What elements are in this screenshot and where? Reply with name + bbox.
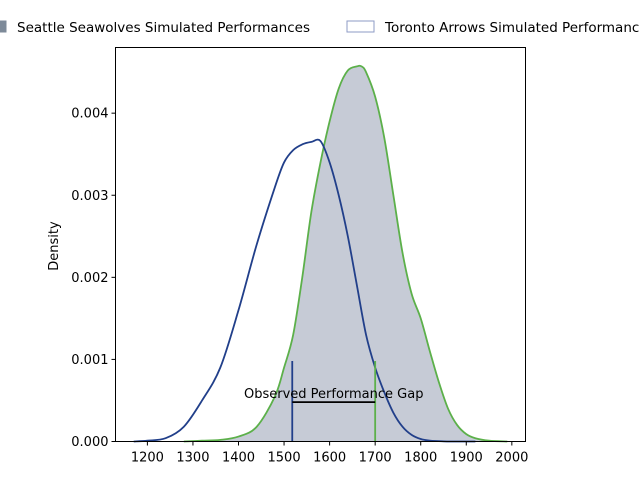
y-tick-label: 0.000 <box>71 435 108 450</box>
legend-label-toronto: Toronto Arrows Simulated Performances <box>384 20 640 36</box>
x-tick-label: 2000 <box>495 451 528 466</box>
annotation-1: Observed Performance Gap <box>244 387 423 402</box>
x-tick-label: 1800 <box>404 451 437 466</box>
toronto-density-line <box>133 138 476 443</box>
x-tick-label: 1300 <box>176 451 209 466</box>
legend-label-seattle: Seattle Seawolves Simulated Performances <box>17 20 310 36</box>
y-tick-label: 0.001 <box>71 353 108 368</box>
observed-markers <box>291 361 377 442</box>
x-tick-label: 1700 <box>359 451 392 466</box>
y-tick-label: 0.003 <box>71 189 108 204</box>
seattle-density-fill <box>183 65 508 442</box>
annotations: Observed Performance Gap <box>244 387 423 402</box>
plot-area: Observed Performance Gap <box>133 64 508 443</box>
x-tick-label: 1200 <box>131 451 164 466</box>
y-axis-label: Density <box>47 221 62 271</box>
legend-swatch-seattle <box>0 20 7 33</box>
seattle-density-line <box>183 64 508 443</box>
y-tick-label: 0.004 <box>71 107 108 122</box>
legend: Seattle Seawolves Simulated Performances… <box>0 20 640 36</box>
axes-frame <box>115 47 526 442</box>
x-tick-label: 1900 <box>450 451 483 466</box>
x-tick-label: 1600 <box>313 451 346 466</box>
x-tick-label: 1500 <box>268 451 301 466</box>
x-axis: 1200 1300 1400 1500 1600 1700 1800 1900 2000 <box>131 441 528 466</box>
y-tick-label: 0.002 <box>71 271 108 286</box>
y-axis: 0.000 0.001 0.002 0.003 0.004 <box>71 107 116 450</box>
x-tick-label: 1400 <box>222 451 255 466</box>
legend-swatch-toronto <box>346 20 375 33</box>
